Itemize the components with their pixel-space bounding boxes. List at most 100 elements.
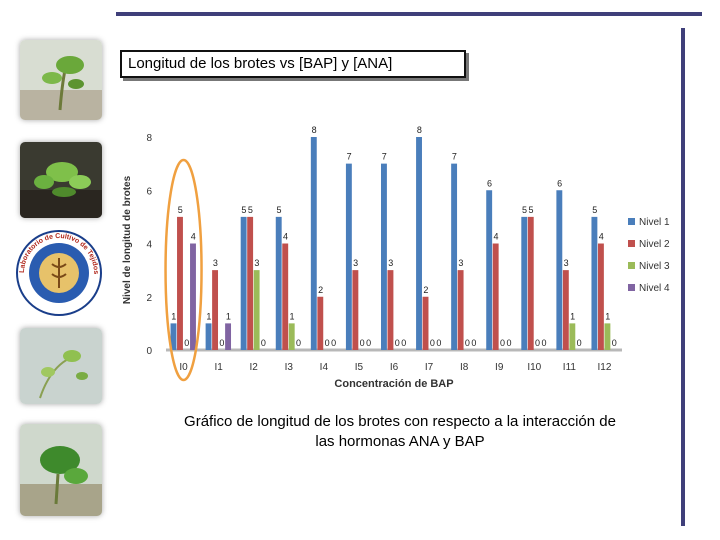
bar: [170, 323, 177, 350]
bar: [275, 216, 282, 350]
caption-line-2: las hormonas ANA y BAP: [315, 433, 485, 450]
bar: [527, 216, 534, 350]
bar: [381, 163, 387, 350]
slide-title: Longitud de los brotes vs [BAP] y [ANA]: [120, 50, 466, 78]
data-label: 7: [382, 152, 387, 162]
data-label: 3: [353, 258, 358, 268]
bar: [352, 270, 359, 350]
bar: [288, 323, 295, 350]
plant-photo-4: [20, 424, 102, 516]
data-label: 0: [535, 338, 540, 348]
legend-entry: Nivel 3: [639, 261, 670, 272]
data-label: 5: [241, 205, 246, 215]
data-label: 0: [506, 338, 511, 348]
y-axis-label: Nivel de longitud de brotes: [122, 175, 133, 304]
legend-entry: Nivel 1: [639, 217, 670, 228]
data-label: 0: [325, 338, 330, 348]
bar: [492, 243, 499, 350]
x-tick-label: I1: [214, 362, 223, 373]
y-tick-label: 2: [146, 293, 152, 304]
bar: [387, 270, 394, 350]
data-label: 1: [570, 311, 575, 321]
x-tick-label: I10: [527, 362, 541, 373]
plant-photo-1: [20, 40, 102, 120]
data-label: 0: [542, 338, 547, 348]
legend-swatch: [628, 284, 635, 291]
bar: [177, 216, 183, 350]
data-label: 5: [529, 205, 534, 215]
data-label: 5: [277, 205, 282, 215]
bar: [345, 163, 352, 350]
bar: [521, 216, 528, 350]
y-tick-label: 6: [146, 186, 152, 197]
legend-swatch: [628, 218, 635, 225]
data-label: 3: [388, 258, 393, 268]
plant-photo-2: [20, 142, 102, 218]
bar: [225, 323, 232, 350]
bar: [282, 243, 289, 350]
bar: [597, 243, 604, 350]
data-label: 1: [171, 311, 176, 321]
legend-entry: Nivel 4: [639, 283, 670, 294]
x-tick-label: I6: [390, 362, 399, 373]
x-tick-label: I2: [250, 362, 259, 373]
data-label: 3: [564, 258, 569, 268]
data-label: 0: [401, 338, 406, 348]
data-label: 0: [296, 338, 301, 348]
data-label: 3: [458, 258, 463, 268]
bar: [212, 270, 219, 350]
legend-swatch: [628, 262, 635, 269]
data-label: 0: [395, 338, 400, 348]
data-label: 6: [487, 178, 492, 188]
data-label: 5: [522, 205, 527, 215]
data-label: 0: [360, 338, 365, 348]
legend: Nivel 1 Nivel 2 Nivel 3 Nivel 4: [628, 217, 670, 294]
x-tick-label: I9: [495, 362, 504, 373]
y-tick-label: 0: [146, 346, 152, 357]
bar: [569, 323, 576, 350]
bar: [556, 190, 563, 350]
data-label: 3: [254, 258, 259, 268]
data-label: 4: [599, 232, 604, 242]
data-label: 0: [465, 338, 470, 348]
data-label: 0: [184, 338, 189, 348]
data-label: 8: [417, 125, 422, 135]
data-label: 4: [493, 232, 498, 242]
data-label: 7: [452, 152, 457, 162]
data-label: 4: [191, 232, 196, 242]
bar: [416, 137, 422, 350]
y-tick-label: 4: [146, 240, 152, 251]
data-label: 4: [283, 232, 288, 242]
data-label: 2: [423, 285, 428, 295]
data-label: 0: [366, 338, 371, 348]
x-tick-label: I4: [320, 362, 329, 373]
data-label: 0: [612, 338, 617, 348]
data-label: 3: [213, 258, 218, 268]
bar: [205, 323, 212, 350]
bar: [451, 163, 458, 350]
caption-line-1: Gráfico de longitud de los brotes con re…: [184, 413, 616, 430]
data-label: 0: [577, 338, 582, 348]
legend-swatch: [628, 240, 635, 247]
axes: 0 2 4 6 8 I0 I1 I2 I3 I4 I5 I6 I7 I8 I9 I10 I11 I12: [146, 133, 622, 373]
bar: [457, 270, 464, 350]
data-label: 1: [605, 311, 610, 321]
bars: [170, 137, 611, 350]
x-tick-label: I11: [563, 362, 577, 373]
data-label: 5: [248, 205, 253, 215]
highlight-ellipse: [164, 158, 203, 382]
bar: [317, 296, 324, 350]
data-label: 0: [436, 338, 441, 348]
x-tick-label: I3: [285, 362, 294, 373]
x-tick-label: I5: [355, 362, 364, 373]
data-label: 0: [261, 338, 266, 348]
bar: [190, 243, 196, 350]
lab-logo: Laboratorio de Cultivo de Tejidos: [14, 228, 104, 323]
data-label: 1: [290, 311, 295, 321]
data-label: 0: [430, 338, 435, 348]
y-tick-label: 8: [146, 133, 152, 144]
data-label: 6: [557, 178, 562, 188]
bar: [486, 190, 493, 350]
bar: [310, 137, 317, 350]
bar: [240, 216, 247, 350]
